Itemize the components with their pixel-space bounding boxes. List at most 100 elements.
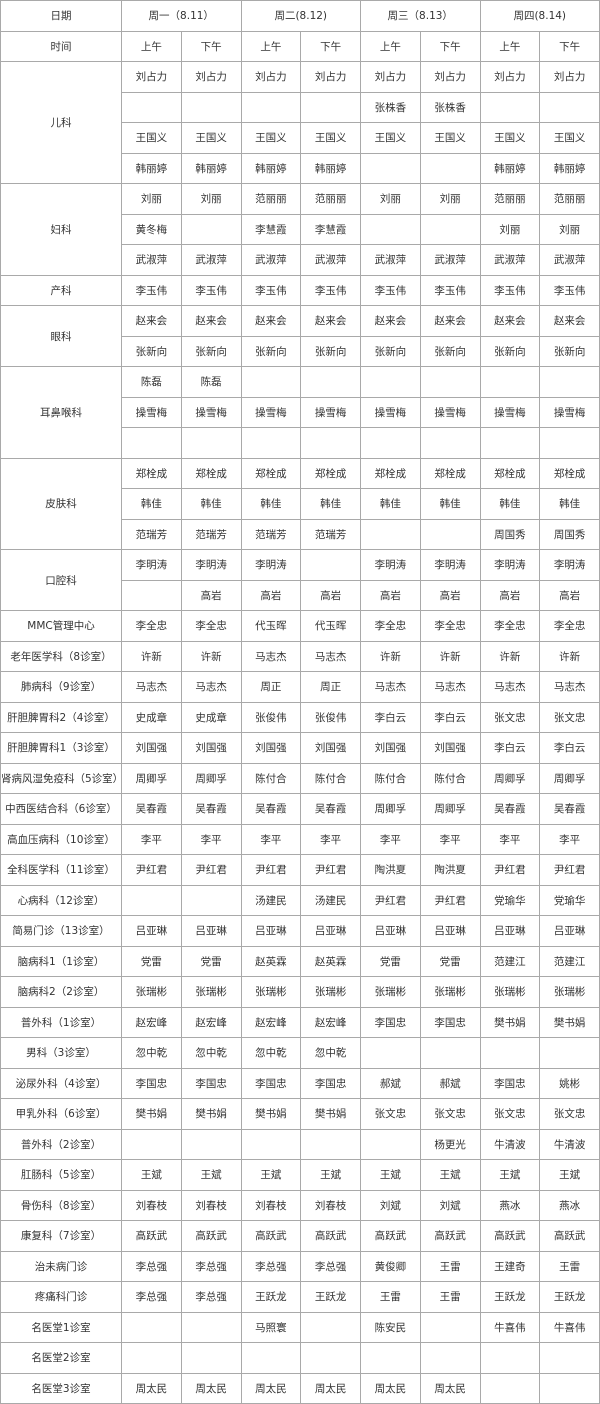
table-row: 肺病科（9诊室） 马志杰 马志杰 周正 周正 马志杰 马志杰 马志杰 马志杰	[0, 671, 600, 703]
table-row: 泌尿外科（4诊室） 李国忠 李国忠 李国忠 李国忠 郝斌 郝斌 李国忠 姚彬	[0, 1067, 600, 1099]
period-header: 上午	[360, 30, 421, 62]
doctor-cell: 吴春霞	[180, 793, 242, 825]
doctor-cell: 李白云	[419, 701, 481, 733]
doctor-cell: 周正	[300, 671, 361, 703]
doctor-cell: 李白云	[479, 732, 541, 764]
doctor-cell: 李全忠	[539, 610, 600, 642]
doctor-cell: 操雪梅	[121, 396, 182, 428]
table-row: 黄冬梅 李慧霞 李慧霞 刘丽 刘丽	[1, 213, 600, 245]
doctor-cell: 黄俊卿	[360, 1250, 421, 1282]
doctor-cell: 王跃龙	[479, 1281, 541, 1313]
doctor-cell	[121, 91, 182, 123]
doctor-cell	[479, 1372, 541, 1404]
doctor-cell	[360, 518, 421, 550]
doctor-cell: 赵英霖	[300, 945, 361, 977]
doctor-cell: 周太民	[300, 1372, 361, 1404]
doctor-cell: 李玉伟	[300, 274, 361, 306]
department-cell: 肺病科（9诊室）	[0, 671, 122, 703]
doctor-cell: 武淑萍	[240, 244, 302, 276]
doctor-cell: 刘国强	[121, 732, 182, 764]
doctor-cell: 赵来会	[240, 305, 302, 337]
doctor-cell: 王斌	[419, 1159, 481, 1191]
doctor-cell: 周卿孚	[479, 762, 541, 794]
table-row: 肾病风湿免疫科（5诊室） 周卿孚 周卿孚 陈付合 陈付合 陈付合 陈付合 周卿孚 周卿孚	[0, 762, 600, 794]
doctor-cell: 周太民	[121, 1372, 182, 1404]
doctor-cell: 赵宏峰	[180, 1006, 242, 1038]
day-header: 周四(8.14)	[479, 0, 600, 32]
table-row: 耳鼻喉科 陈磊 陈磊	[0, 366, 600, 459]
department-cell: 眼科	[0, 305, 122, 367]
doctor-cell: 陈付合	[240, 762, 302, 794]
doctor-cell: 郑栓成	[300, 457, 361, 489]
doctor-cell: 周太民	[180, 1372, 242, 1404]
doctor-cell: 张瑞彬	[121, 976, 182, 1008]
doctor-cell: 陈磊	[121, 366, 182, 398]
doctor-cell: 周国秀	[479, 518, 541, 550]
doctor-cell: 马志杰	[419, 671, 481, 703]
doctor-cell: 张文忠	[479, 701, 541, 733]
doctor-cell: 赵来会	[479, 305, 541, 337]
doctor-cell: 张新向	[360, 335, 421, 367]
doctor-cell: 许新	[479, 640, 541, 672]
doctor-cell: 王国义	[479, 122, 541, 154]
doctor-cell: 尹红君	[180, 854, 242, 886]
doctor-cell	[240, 91, 302, 123]
doctor-cell	[539, 1372, 600, 1404]
doctor-cell: 操雪梅	[360, 396, 421, 428]
doctor-cell: 韩佳	[539, 488, 600, 520]
doctor-cell: 马志杰	[479, 671, 541, 703]
doctor-cell	[419, 427, 481, 459]
doctor-cell: 王斌	[300, 1159, 361, 1191]
doctor-cell: 牛清波	[539, 1128, 600, 1160]
department-cell: 中西医结合科（6诊室）	[0, 793, 122, 825]
doctor-cell: 范建江	[479, 945, 541, 977]
doctor-cell: 尹红君	[300, 854, 361, 886]
doctor-cell: 忽中乾	[240, 1037, 302, 1069]
doctor-cell	[539, 1037, 600, 1069]
header-row-dates: 日期 周一（8.11） 周二(8.12) 周三（8.13） 周四(8.14)	[0, 0, 600, 32]
doctor-cell	[360, 1128, 421, 1160]
doctor-cell: 周卿孚	[539, 762, 600, 794]
doctor-cell: 高岩	[419, 579, 481, 611]
doctor-cell: 李慧霞	[300, 213, 361, 245]
doctor-cell: 王国义	[240, 122, 302, 154]
doctor-cell: 吕亚琳	[419, 915, 481, 947]
table-row: 脑病科2（2诊室） 张瑞彬 张瑞彬 张瑞彬 张瑞彬 张瑞彬 张瑞彬 张瑞彬 张瑞彬	[0, 976, 600, 1008]
department-cell: 名医堂3诊室	[0, 1372, 122, 1404]
doctor-cell: 李玉伟	[180, 274, 242, 306]
doctor-cell: 周正	[240, 671, 302, 703]
doctor-cell: 樊书娟	[180, 1098, 242, 1130]
doctor-cell: 郑栓成	[360, 457, 421, 489]
department-cell: 治未病门诊	[0, 1250, 122, 1282]
doctor-cell: 韩佳	[419, 488, 481, 520]
doctor-cell: 樊书娟	[539, 1006, 600, 1038]
doctor-cell	[240, 1128, 302, 1160]
doctor-cell	[419, 152, 481, 184]
doctor-cell: 许新	[419, 640, 481, 672]
doctor-cell: 汤建民	[300, 884, 361, 916]
doctor-cell: 操雪梅	[419, 396, 481, 428]
doctor-cell: 党雷	[121, 945, 182, 977]
doctor-cell: 刘丽	[180, 183, 242, 215]
doctor-cell: 王雷	[419, 1250, 481, 1282]
doctor-cell: 张文忠	[360, 1098, 421, 1130]
doctor-cell	[419, 1037, 481, 1069]
doctor-cell: 史成章	[180, 701, 242, 733]
table-row: 武淑萍 武淑萍 武淑萍 武淑萍 武淑萍 武淑萍 武淑萍 武淑萍	[1, 244, 600, 276]
doctor-cell: 马志杰	[300, 640, 361, 672]
doctor-cell	[419, 1311, 481, 1343]
period-header: 下午	[180, 30, 242, 62]
doctor-cell: 韩佳	[479, 488, 541, 520]
doctor-cell: 韩丽婷	[180, 152, 242, 184]
table-row: 心病科（12诊室） 汤建民 汤建民 尹红君 尹红君 党瑜华 党瑜华	[0, 884, 600, 916]
department-cell: 耳鼻喉科	[0, 366, 122, 459]
doctor-cell: 李全忠	[121, 610, 182, 642]
doctor-cell: 王跃龙	[539, 1281, 600, 1313]
doctor-cell: 马志杰	[539, 671, 600, 703]
doctor-cell: 周太民	[240, 1372, 302, 1404]
department-cell: 骨伤科（8诊室）	[0, 1189, 122, 1221]
doctor-cell	[300, 1128, 361, 1160]
doctor-cell: 张文忠	[539, 701, 600, 733]
doctor-cell: 周国秀	[539, 518, 600, 550]
doctor-cell: 刘丽	[419, 183, 481, 215]
